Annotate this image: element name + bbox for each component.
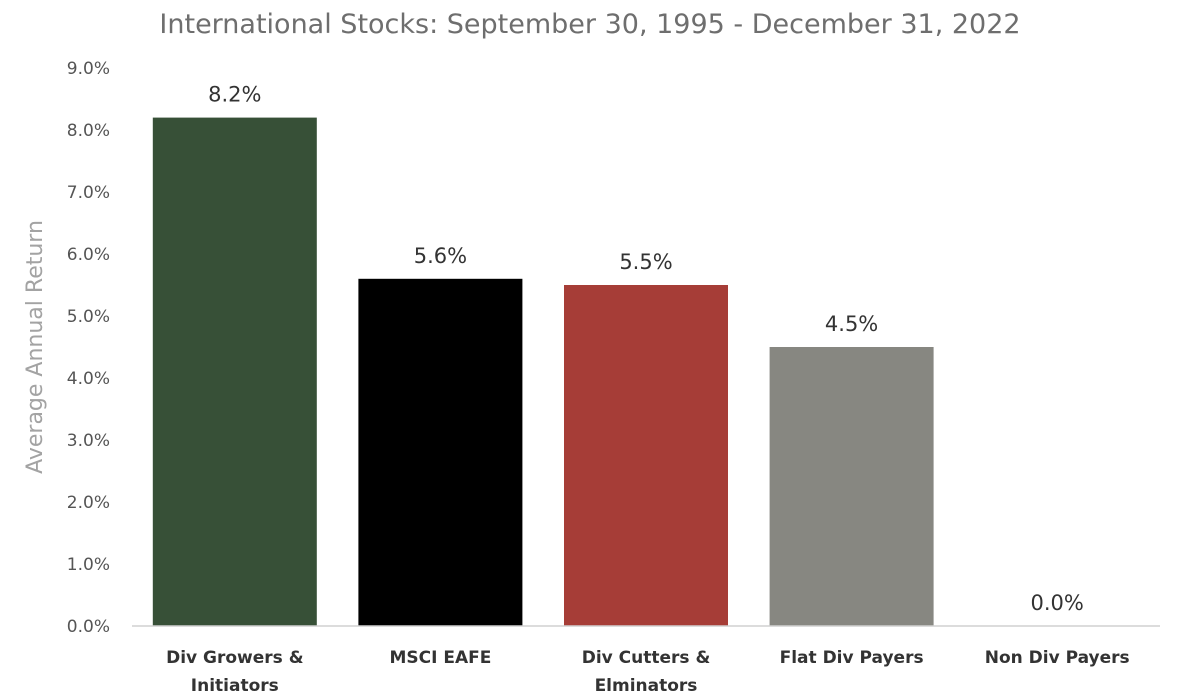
bar	[564, 285, 728, 626]
data-label: 5.6%	[414, 244, 467, 268]
y-tick-label: 6.0%	[67, 245, 110, 265]
bar	[152, 117, 317, 626]
data-labels: 8.2% 5.6% 5.5% 4.5% 0.0%	[208, 83, 1084, 615]
bar	[769, 347, 934, 626]
y-tick-label: 2.0%	[67, 493, 110, 513]
y-tick-label: 3.0%	[67, 431, 110, 451]
chart-title: International Stocks: September 30, 1995…	[159, 9, 1020, 40]
y-tick-label: 8.0%	[67, 121, 110, 141]
x-tick-label: MSCI EAFE	[389, 648, 491, 668]
y-tick-label: 1.0%	[67, 555, 110, 575]
y-axis-ticks: 0.0% 1.0% 2.0% 3.0% 4.0% 5.0% 6.0% 7.0% 8.0% 9.0%	[67, 59, 110, 637]
x-tick-label: Flat Div Payers	[780, 648, 924, 668]
x-tick-label: Non Div Payers	[985, 648, 1130, 668]
y-tick-label: 7.0%	[67, 183, 110, 203]
x-tick-label: Div Growers & Initiators	[166, 648, 304, 696]
y-axis-label: Average Annual Return	[23, 220, 48, 474]
x-axis-ticks: Div Growers & Initiators MSCI EAFE Div Cutt…	[166, 648, 1130, 696]
y-tick-label: 9.0%	[67, 59, 110, 79]
bar	[358, 278, 523, 626]
y-tick-label: 5.0%	[67, 307, 110, 327]
y-tick-label: 4.0%	[67, 369, 110, 389]
data-label: 4.5%	[825, 312, 878, 336]
y-tick-label: 0.0%	[67, 617, 110, 637]
x-tick-label: Div Cutters & Elminators	[582, 648, 711, 696]
data-label: 0.0%	[1031, 591, 1084, 615]
data-label: 8.2%	[208, 83, 261, 107]
bars	[152, 117, 934, 626]
data-label: 5.5%	[619, 250, 672, 274]
